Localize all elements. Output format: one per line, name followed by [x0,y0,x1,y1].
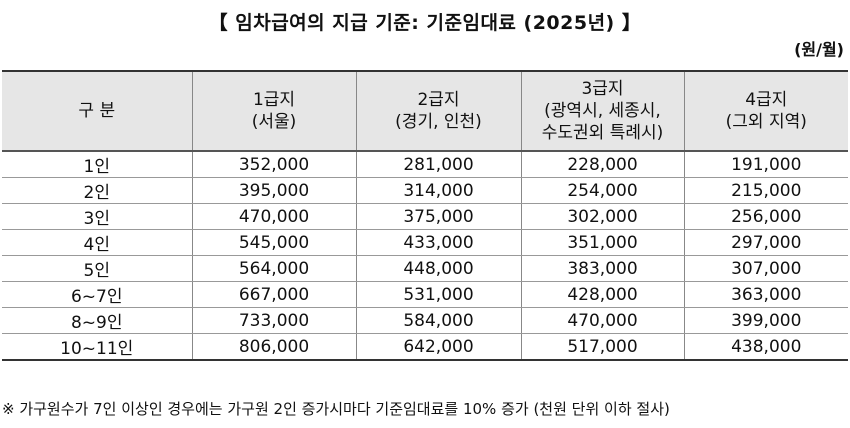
header-line: 수도권외 특례시) [541,123,664,143]
rent-value-cell: 314,000 [355,177,522,204]
rent-value-cell: 584,000 [355,307,522,334]
page-title: 【 임차급여의 지급 기준: 기준임대료 (2025년) 】 [208,12,642,34]
rent-value-cell: 352,000 [191,151,357,178]
household-size-cell: 10~11인 [2,333,193,361]
rent-value-cell: 256,000 [683,203,848,230]
rent-value-cell: 215,000 [683,177,848,204]
rent-value-cell: 642,000 [355,333,522,361]
rent-value-cell: 448,000 [355,255,522,282]
header-tier-2: 2급지 (경기, 인천) [355,70,522,152]
table-row: 3인 470,000 375,000 302,000 256,000 [2,203,848,230]
header-line: (서울) [251,112,297,132]
household-size-cell: 6~7인 [2,281,193,308]
rent-value-cell: 517,000 [520,333,685,361]
header-line: (경기, 인천) [395,112,482,132]
rent-value-cell: 433,000 [355,229,522,256]
table-row: 10~11인 806,000 642,000 517,000 438,000 [2,333,848,361]
household-size-cell: 1인 [2,151,193,178]
rent-value-cell: 733,000 [191,307,357,334]
rent-value-cell: 302,000 [520,203,685,230]
rent-value-cell: 545,000 [191,229,357,256]
rent-value-cell: 191,000 [683,151,848,178]
table-row: 8~9인 733,000 584,000 470,000 399,000 [2,307,848,334]
table-body: 1인 352,000 281,000 228,000 191,000 2인 395,000 3… [2,151,848,361]
rent-value-cell: 806,000 [191,333,357,361]
header-category: 구 분 [2,70,193,152]
table-header-row: 구 분 1급지 (서울) 2급지 (경기, 인천) 3급지 (광역시, 세종시, 수도권외 특… [2,70,848,152]
header-line: 4급지 [745,90,788,110]
rent-value-cell: 438,000 [683,333,848,361]
rent-value-cell: 564,000 [191,255,357,282]
header-line: 1급지 [252,90,296,110]
table-row: 2인 395,000 314,000 254,000 215,000 [2,177,848,204]
unit-label: (원/월) [794,40,844,59]
rent-value-cell: 383,000 [520,255,685,282]
table-row: 1인 352,000 281,000 228,000 191,000 [2,151,848,178]
household-size-cell: 8~9인 [2,307,193,334]
rent-value-cell: 281,000 [355,151,522,178]
table-row: 6~7인 667,000 531,000 428,000 363,000 [2,281,848,308]
table-row: 4인 545,000 433,000 351,000 297,000 [2,229,848,256]
header-line: 2급지 [417,90,460,110]
rent-value-cell: 470,000 [191,203,357,230]
header-tier-3: 3급지 (광역시, 세종시, 수도권외 특례시) [520,70,685,152]
rent-standard-table: 구 분 1급지 (서울) 2급지 (경기, 인천) 3급지 (광역시, 세종시, 수도권외 특… [2,70,848,361]
footnote: ※ 가구원수가 7인 이상인 경우에는 가구원 2인 증가시마다 기준임대료를 … [2,400,670,418]
header-line: 구 분 [78,101,116,121]
rent-value-cell: 399,000 [683,307,848,334]
rent-value-cell: 254,000 [520,177,685,204]
header-line: (광역시, 세종시, [544,101,661,121]
rent-value-cell: 470,000 [520,307,685,334]
header-line: 3급지 [581,79,624,99]
household-size-cell: 4인 [2,229,193,256]
header-tier-1: 1급지 (서울) [191,70,357,152]
rent-value-cell: 667,000 [191,281,357,308]
header-tier-4: 4급지 (그외 지역) [683,70,848,152]
household-size-cell: 3인 [2,203,193,230]
rent-value-cell: 363,000 [683,281,848,308]
rent-value-cell: 428,000 [520,281,685,308]
household-size-cell: 5인 [2,255,193,282]
rent-value-cell: 307,000 [683,255,848,282]
header-line: (그외 지역) [725,112,807,132]
rent-value-cell: 395,000 [191,177,357,204]
table-row: 5인 564,000 448,000 383,000 307,000 [2,255,848,282]
rent-value-cell: 228,000 [520,151,685,178]
rent-value-cell: 531,000 [355,281,522,308]
rent-value-cell: 375,000 [355,203,522,230]
rent-value-cell: 297,000 [683,229,848,256]
rent-value-cell: 351,000 [520,229,685,256]
household-size-cell: 2인 [2,177,193,204]
